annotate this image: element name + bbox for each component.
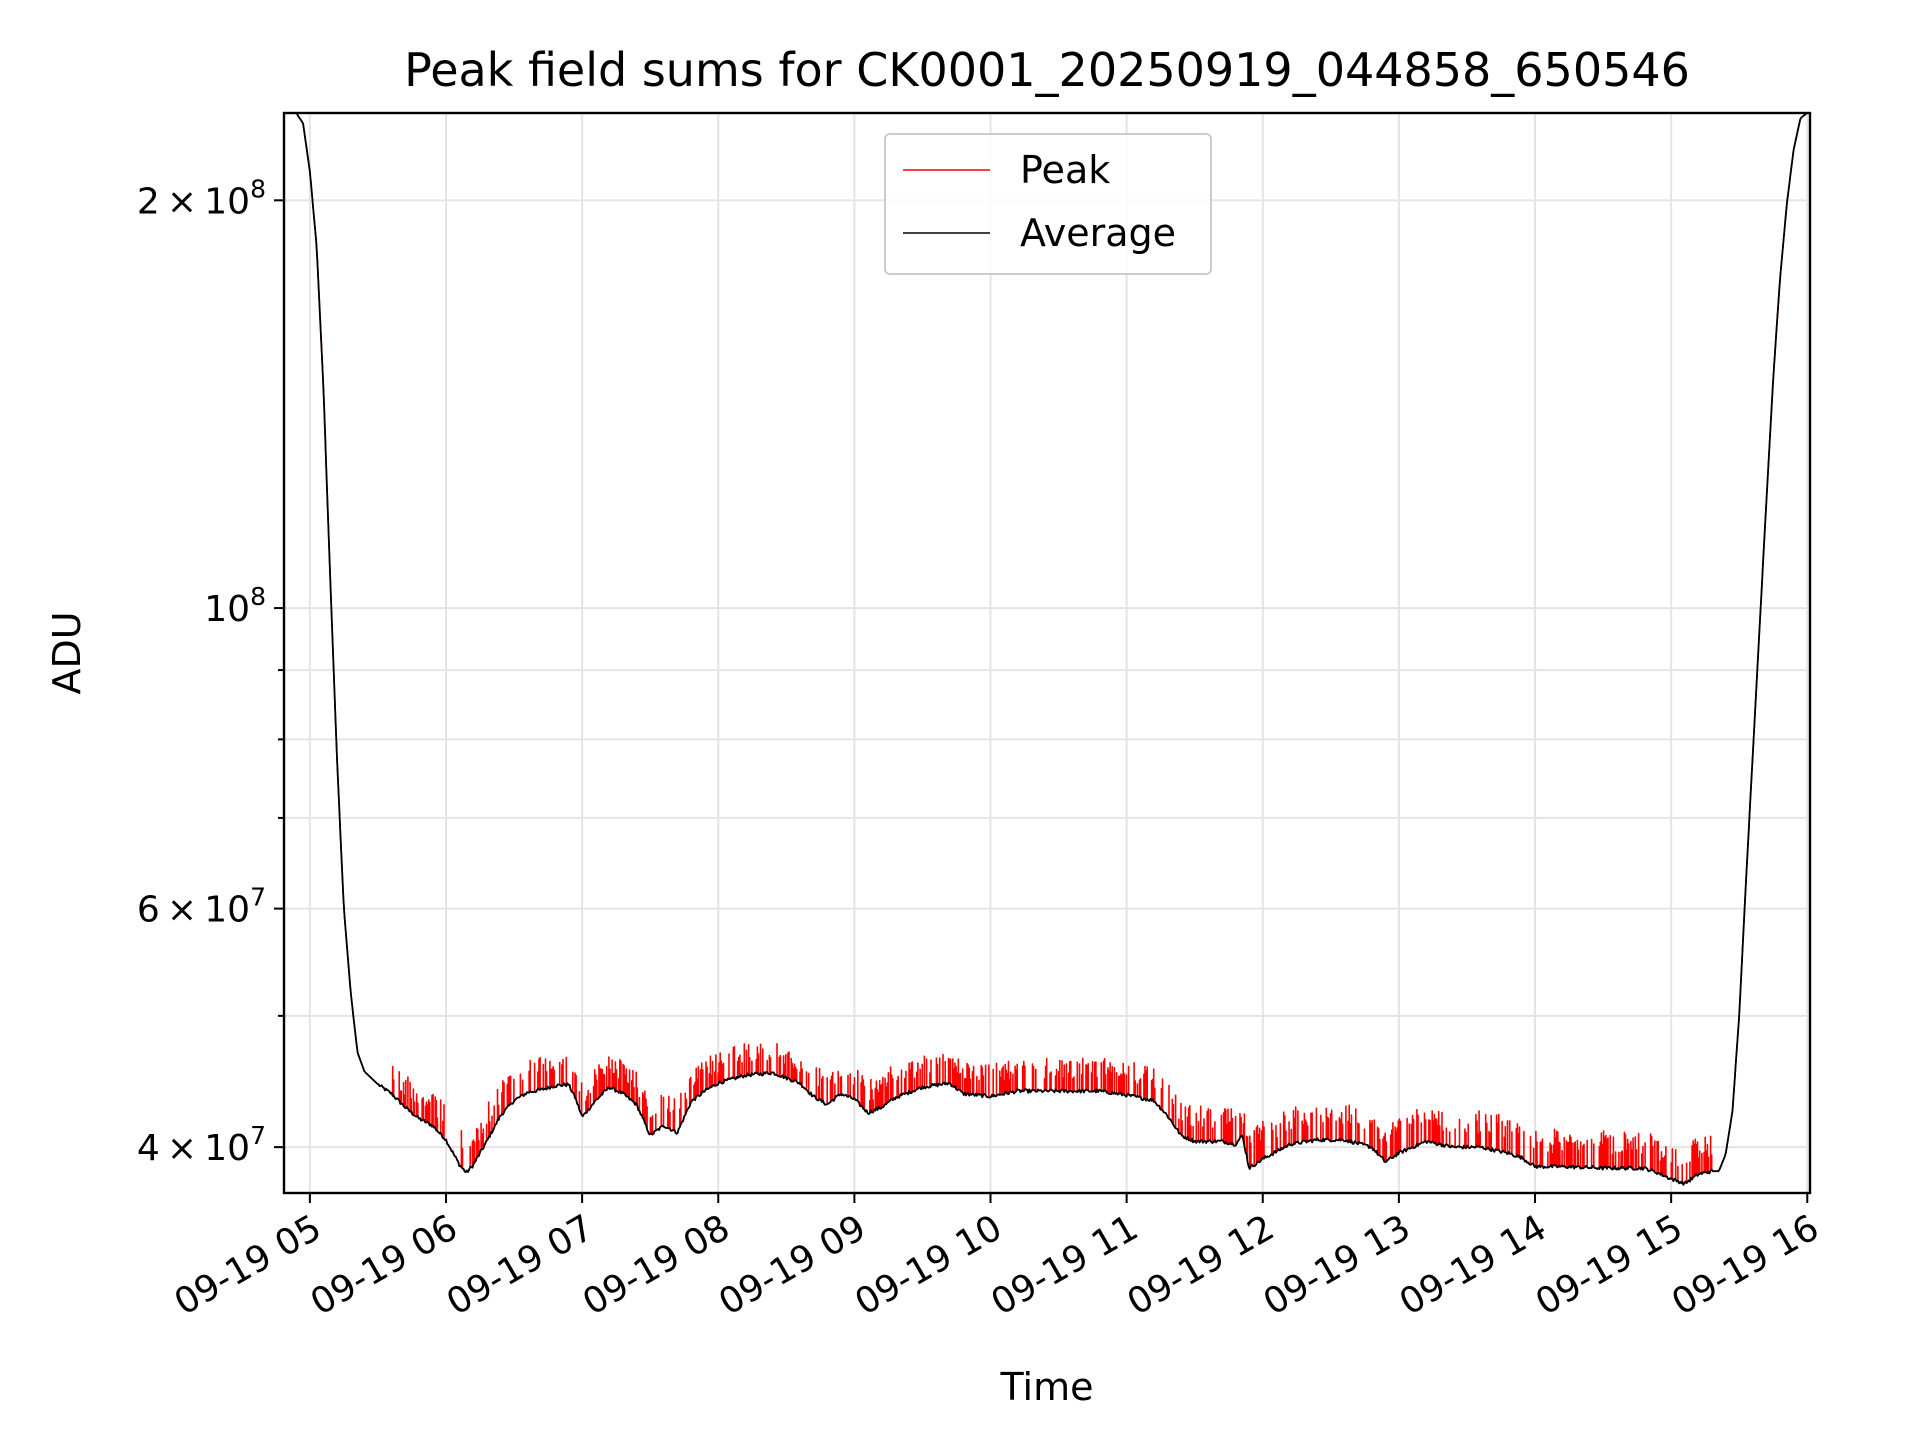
y-axis-label: ADU <box>45 611 89 694</box>
average-series-line <box>284 113 1810 1186</box>
y-tick-label: 6 × 107 <box>137 883 266 931</box>
x-axis-label: Time <box>1000 1365 1094 1409</box>
y-tick-label: 2 × 108 <box>137 174 266 222</box>
legend: Peak Average <box>884 133 1212 275</box>
grid-layer <box>284 113 1810 1193</box>
plot-frame <box>282 111 1812 1195</box>
legend-label-peak: Peak <box>1020 148 1110 192</box>
legend-label-average: Average <box>1020 211 1176 255</box>
chart-title: Peak field sums for CK0001_20250919_0448… <box>404 43 1690 97</box>
series-layer <box>284 113 1810 1186</box>
y-tick-label: 4 × 107 <box>137 1121 266 1169</box>
y-tick-label: 108 <box>204 582 266 630</box>
legend-box <box>884 133 1212 275</box>
